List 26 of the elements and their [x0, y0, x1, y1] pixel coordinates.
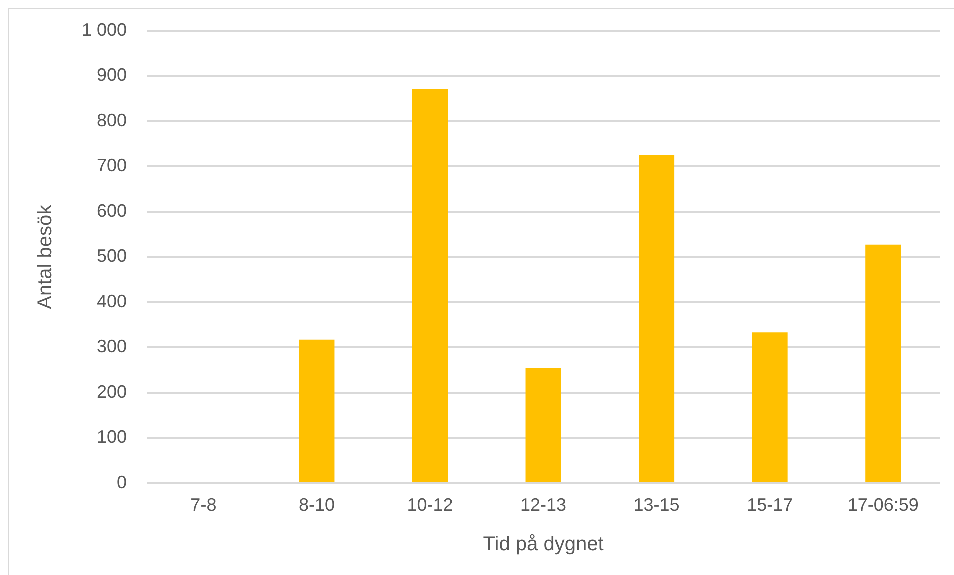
- y-axis-title: Antal besök: [34, 204, 57, 310]
- x-tick-label: 13-15: [634, 495, 680, 516]
- y-tick-label: 500: [96, 246, 128, 266]
- bar: [412, 89, 448, 482]
- y-tick-label: 200: [96, 382, 128, 402]
- x-tick-label: 12-13: [520, 495, 567, 516]
- y-tick-label: 100: [96, 427, 128, 448]
- x-tick-label: 8-10: [298, 495, 335, 516]
- bar: [526, 368, 562, 482]
- y-tick-label: 1 000: [82, 20, 128, 40]
- x-axis-title: Tid på dygnet: [483, 534, 604, 556]
- x-tick-label: 10-12: [407, 495, 454, 516]
- y-tick-label: 300: [96, 336, 128, 357]
- y-tick-label: 0: [117, 472, 128, 492]
- bar: [639, 155, 675, 482]
- x-tick-label: 7-8: [190, 495, 217, 516]
- y-tick-label: 900: [96, 65, 128, 86]
- y-tick-label: 800: [96, 110, 128, 130]
- y-tick-label: 400: [96, 291, 128, 312]
- y-tick-label: 700: [96, 156, 128, 176]
- x-tick-label: 17-06:59: [848, 495, 919, 516]
- bar: [866, 244, 902, 482]
- bar: [299, 340, 335, 482]
- bar: [752, 332, 788, 482]
- y-tick-label: 600: [96, 200, 128, 221]
- x-tick-label: 15-17: [747, 495, 794, 516]
